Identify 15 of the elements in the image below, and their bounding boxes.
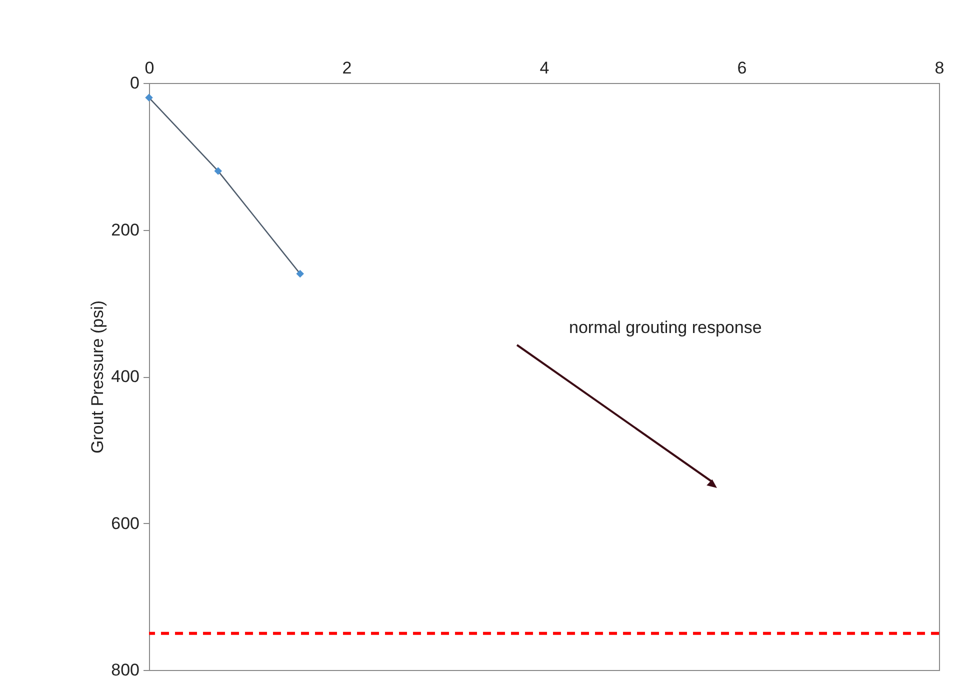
x-tick-label: 6 (737, 58, 747, 78)
x-tick-label: 2 (342, 58, 352, 78)
annotation: normal grouting response (569, 318, 762, 337)
point (296, 270, 304, 278)
y-tick-label: 400 (111, 367, 140, 386)
y-tick-label: 800 (111, 660, 140, 680)
y-axis-title: Grout Pressure (psi) (88, 300, 108, 454)
y-tick-label: 200 (111, 220, 140, 240)
point (145, 94, 153, 102)
point (214, 167, 222, 175)
x-tick-label: 4 (540, 58, 550, 78)
y-tick-label: 0 (130, 74, 140, 92)
y-tick-label: 600 (111, 514, 140, 533)
x-tick-label: 0 (144, 58, 154, 78)
x-tick-label: 8 (934, 58, 944, 78)
